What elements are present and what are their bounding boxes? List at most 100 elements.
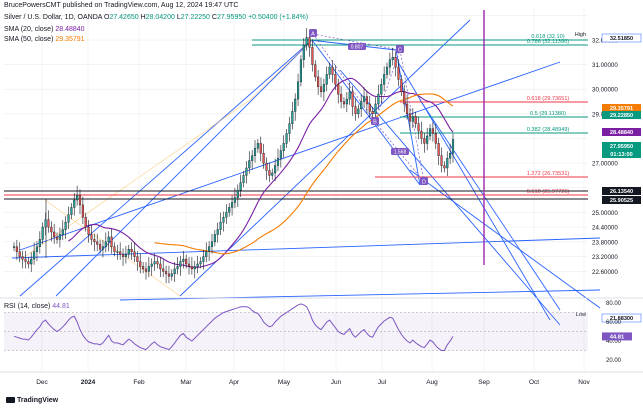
candle-body [331, 66, 334, 75]
candle-body [423, 138, 426, 144]
candle-body [228, 207, 231, 213]
rsi-line [13, 303, 454, 351]
rsi-legend[interactable]: RSI (14, close) 44.81 [4, 303, 70, 310]
price-tag-caption: High [575, 32, 586, 38]
candle-body [319, 86, 323, 92]
candle-body [259, 143, 262, 154]
price-tag-value: 25.90525 [610, 198, 633, 204]
price-tag-value: 29.35791 [610, 106, 633, 112]
fib-level-label: 0.618 (25.97726) [527, 189, 570, 195]
candle-body [185, 258, 188, 265]
x-tick-label: Jun [331, 379, 342, 386]
publisher-line: BrucePowersCMT published on TradingView.… [4, 2, 239, 9]
candle-body [337, 84, 340, 95]
fib-level-label: 0.618 (29.73651) [527, 96, 570, 102]
trendline [395, 49, 421, 186]
symbol-line: Silver / U.S. Dollar, 1D, OANDA O27.4265… [4, 14, 308, 21]
candle-body [150, 263, 153, 267]
pattern-point-label: D [422, 179, 426, 185]
candle-body [202, 256, 205, 262]
candle-body [38, 239, 41, 247]
pattern-leg [312, 33, 401, 51]
candle-body [182, 258, 185, 262]
candle-body [334, 74, 337, 85]
trendline [19, 61, 561, 251]
candle-body [308, 37, 311, 48]
candle-body [340, 93, 343, 102]
candle-body [12, 246, 16, 248]
ohlc-low-label: L [176, 14, 181, 21]
rsi-value-tag [602, 332, 632, 341]
rsi-tick-label: 60.00 [606, 320, 622, 326]
candle-body [70, 207, 73, 215]
candle-body [18, 251, 21, 257]
candle-body [431, 128, 434, 134]
price-tag-value: 32.51850 [610, 36, 633, 42]
chart-drawings: 0.618 (29.73651) 0.5 (29.11380) 0.382 (28.… [4, 10, 601, 326]
x-tick-label: Feb [133, 379, 145, 386]
candle-body [242, 175, 245, 183]
price-tag-value: 21.88300 [610, 316, 633, 322]
candle-body [222, 217, 225, 223]
candle-body [162, 268, 165, 272]
candle-body [53, 231, 56, 238]
candle-body [406, 103, 409, 115]
candle-body [417, 123, 420, 132]
candle-body [231, 202, 234, 208]
candle-body [411, 116, 414, 122]
candle-body [305, 37, 308, 46]
sma50-legend[interactable]: SMA (50, close) 29.35791 [4, 36, 85, 43]
candle-body [345, 98, 348, 105]
candle-body [245, 167, 248, 176]
price-tag [602, 104, 641, 112]
x-tick-label: May [278, 379, 291, 386]
price-tag [601, 33, 642, 43]
candle-body [285, 133, 288, 144]
candle-body [99, 244, 102, 250]
candle-body [348, 91, 351, 100]
pattern-ratio-label: 0.807 [351, 45, 364, 51]
candle-body [193, 266, 196, 270]
candle-body [190, 266, 193, 270]
candle-body [380, 84, 383, 95]
candle-body [90, 234, 93, 240]
candle-body [147, 266, 150, 272]
sma20-legend[interactable]: SMA (20, close) 28.48840 [4, 26, 85, 33]
candle-body [274, 165, 277, 174]
pattern-ratio-badge [391, 148, 409, 155]
rsi-tick-label: 80.00 [606, 301, 622, 307]
trendline [409, 169, 601, 309]
candle-body [397, 66, 400, 80]
candle-body [434, 133, 437, 144]
candle-body [87, 226, 90, 235]
candle-body [76, 194, 79, 201]
candle-body [104, 241, 107, 247]
rsi-panel: 80.00 60.00 40.00 20.00 44.81 [0, 297, 643, 364]
candle-body [239, 182, 242, 191]
candle-body [61, 229, 64, 235]
candle-body [276, 157, 280, 166]
price-tag [601, 313, 642, 323]
candle-body [408, 113, 412, 122]
candle-body [93, 239, 96, 243]
candle-body [110, 236, 113, 247]
candle-body [73, 199, 76, 208]
symbol-title: Silver / U.S. Dollar, 1D, OANDA [4, 14, 103, 21]
ohlc-low: 27.22250 [180, 14, 210, 21]
pattern-point-marker [309, 29, 317, 37]
candle-body [216, 229, 219, 235]
price-tag [602, 142, 641, 150]
pattern-point-marker [396, 45, 404, 53]
pattern-point-label: A [311, 31, 315, 37]
y-tick-label: 23.20000 [592, 254, 618, 261]
candle-body [288, 123, 291, 134]
candle-body [256, 143, 259, 149]
candle-body [159, 263, 162, 270]
time-axis: Dec 2024 Feb Mar Apr May Jun Jul Aug Sep Oct Nov [0, 371, 643, 386]
x-tick-label: Aug [426, 379, 438, 386]
ohlc-close: 27.95950 [216, 14, 247, 21]
candle-body [362, 96, 366, 102]
price-tag-value: 29.22850 [610, 113, 633, 119]
candle-body [451, 139, 455, 154]
candle-body [176, 266, 179, 270]
